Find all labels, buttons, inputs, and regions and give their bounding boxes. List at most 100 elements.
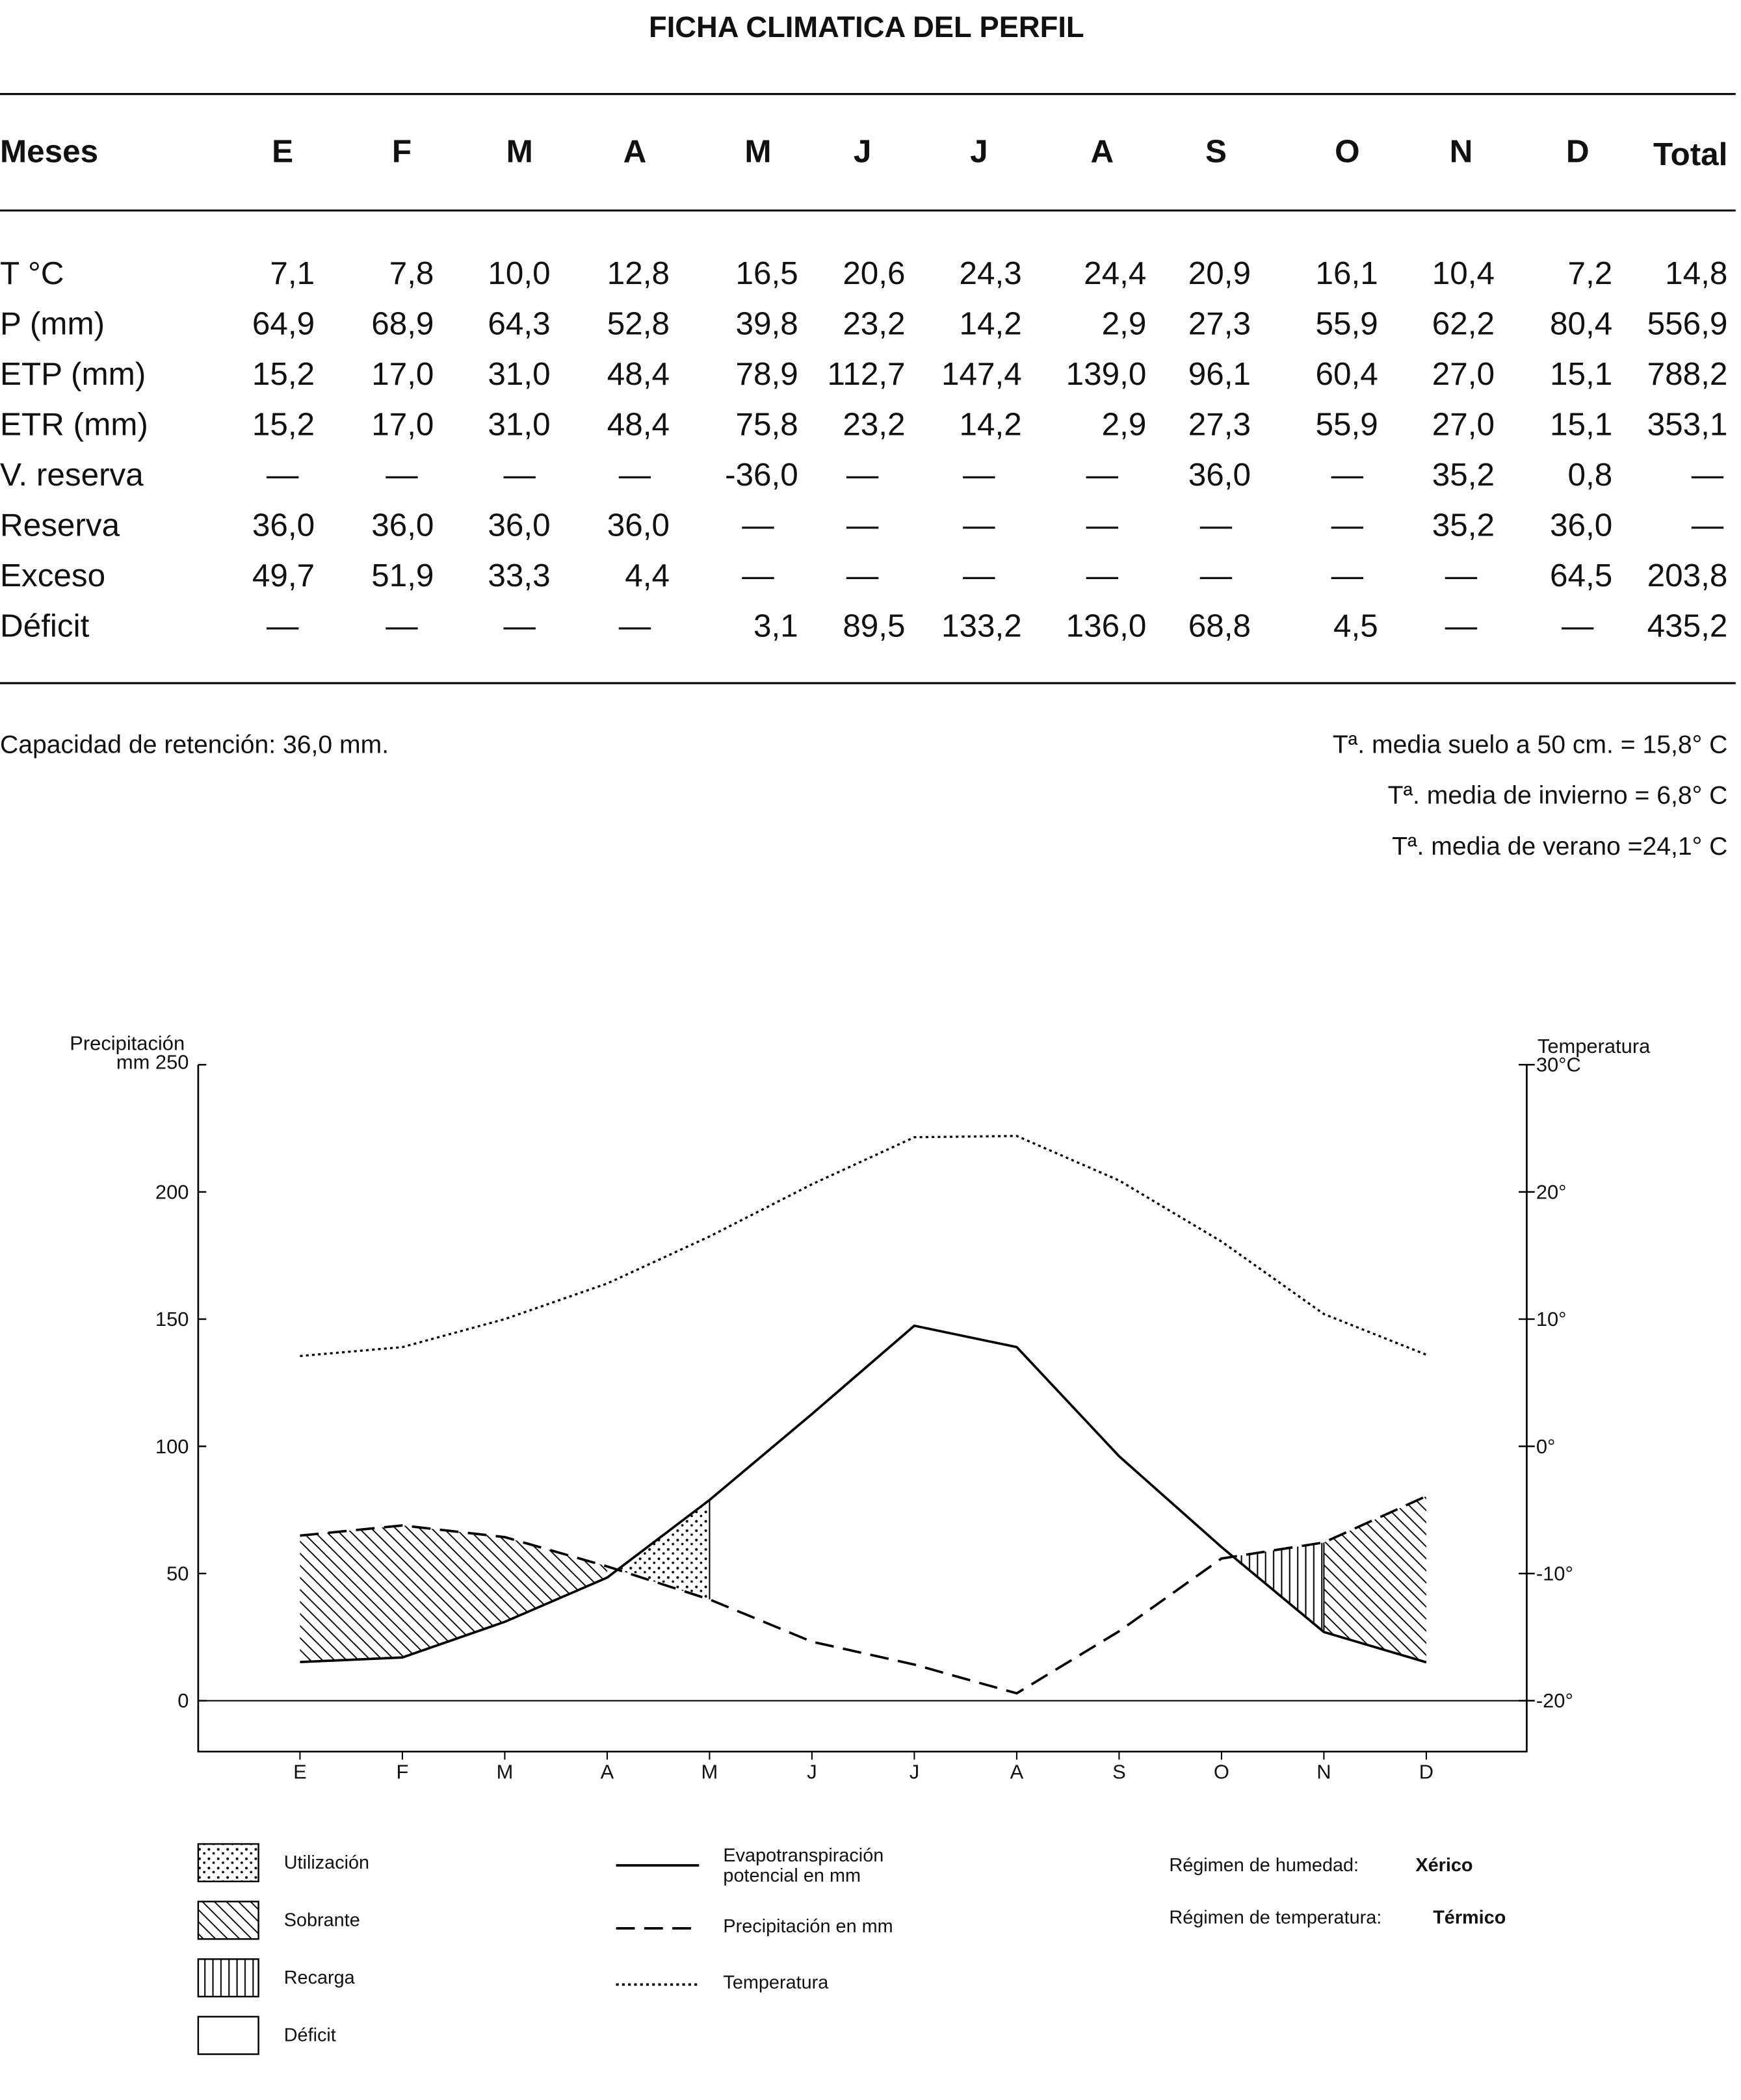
cell: — xyxy=(1445,558,1478,593)
cell: — xyxy=(963,558,995,593)
cell: 17,0 xyxy=(371,407,434,443)
column-header: A xyxy=(1091,134,1114,170)
y-tick-label: 100 xyxy=(155,1435,189,1458)
cell: 112,7 xyxy=(828,356,906,392)
plot-frame xyxy=(197,1065,1528,1753)
cell: 15,1 xyxy=(1550,407,1612,443)
cell: — xyxy=(386,608,418,643)
legend-label: Déficit xyxy=(284,2025,336,2046)
title: FICHA CLIMATICA DEL PERFIL xyxy=(649,10,1084,44)
cell: 10,4 xyxy=(1432,255,1495,291)
x-tick-label: M xyxy=(701,1760,718,1783)
cell: 20,6 xyxy=(843,255,905,291)
column-header: D xyxy=(1566,134,1590,170)
cell: — xyxy=(1086,457,1119,493)
water-balance-area xyxy=(1324,1496,1426,1663)
cell: 27,3 xyxy=(1188,306,1251,342)
legend-swatch xyxy=(197,1900,259,1940)
cell: 27,3 xyxy=(1188,407,1251,443)
cell: 78,9 xyxy=(736,356,798,392)
cell: 14,8 xyxy=(1665,255,1727,291)
cell: 20,9 xyxy=(1188,255,1251,291)
cell: 23,2 xyxy=(843,306,905,342)
regime-label: Régimen de humedad: xyxy=(1169,1855,1359,1876)
cell: 7,8 xyxy=(389,255,434,291)
cell: 435,2 xyxy=(1647,608,1728,643)
cell: — xyxy=(1331,457,1364,493)
x-tick-label: D xyxy=(1419,1760,1433,1783)
cell: 3,1 xyxy=(753,608,798,643)
cell: 36,0 xyxy=(1188,457,1251,493)
cell: — xyxy=(619,457,651,493)
column-header: J xyxy=(854,134,872,170)
legend-label: Utilización xyxy=(284,1852,369,1873)
cell: — xyxy=(963,457,995,493)
legend-label: Sobrante xyxy=(284,1910,360,1931)
note: Tª. media suelo a 50 cm. = 15,8° C xyxy=(1333,731,1728,758)
water-balance-area xyxy=(1233,1542,1324,1632)
cell: -36,0 xyxy=(725,457,798,493)
cell: 48,4 xyxy=(607,407,670,443)
water-balance-area xyxy=(402,1525,505,1658)
cell: 35,2 xyxy=(1432,507,1495,543)
cell: — xyxy=(1692,457,1724,493)
y2-tick-label: -10° xyxy=(1536,1562,1573,1585)
water-balance-area xyxy=(504,1536,607,1622)
cell: 7,2 xyxy=(1568,255,1613,291)
cell: 35,2 xyxy=(1432,457,1495,493)
cell: — xyxy=(1086,507,1119,543)
series-line xyxy=(300,1324,1427,1664)
y2-tick-label: 20° xyxy=(1536,1180,1567,1203)
legend-label: Evapotranspiración potencial en mm xyxy=(723,1845,884,1886)
cell: — xyxy=(846,507,879,543)
cell: — xyxy=(267,608,299,643)
cell: — xyxy=(1445,608,1478,643)
row-label: T °C xyxy=(0,255,64,291)
column-header: M xyxy=(744,134,771,170)
cell: 27,0 xyxy=(1432,356,1495,392)
cell: 96,1 xyxy=(1188,356,1251,392)
cell: — xyxy=(1331,558,1364,593)
cell: 49,7 xyxy=(252,558,315,593)
cell: 16,5 xyxy=(736,255,798,291)
cell: 136,0 xyxy=(1066,608,1147,643)
cell: 10,0 xyxy=(488,255,550,291)
water-balance-area xyxy=(300,1525,402,1663)
cell: — xyxy=(504,457,536,493)
cell: — xyxy=(963,507,995,543)
y2-tick-label: 30°C xyxy=(1536,1054,1581,1076)
row-label: V. reserva xyxy=(0,457,144,493)
cell: — xyxy=(1086,558,1119,593)
cell: — xyxy=(1562,608,1594,643)
column-header: Total xyxy=(1653,136,1727,172)
cell: 31,0 xyxy=(488,356,550,392)
cell: 147,4 xyxy=(941,356,1022,392)
cell: 15,1 xyxy=(1550,356,1612,392)
row-label: Reserva xyxy=(0,507,120,543)
x-tick-label: J xyxy=(910,1760,919,1783)
cell: 64,9 xyxy=(252,306,315,342)
cell: 23,2 xyxy=(843,407,905,443)
y2-tick-label: 0° xyxy=(1536,1435,1556,1458)
legend-swatch xyxy=(197,1958,259,1998)
cell: — xyxy=(1692,507,1724,543)
cell: 36,0 xyxy=(371,507,434,543)
cell: — xyxy=(742,507,774,543)
cell: 64,5 xyxy=(1550,558,1612,593)
row-label: P (mm) xyxy=(0,306,105,342)
cell: 39,8 xyxy=(736,306,798,342)
cell: 75,8 xyxy=(736,407,798,443)
x-tick-label: O xyxy=(1214,1760,1229,1783)
cell: 48,4 xyxy=(607,356,670,392)
y-tick-label: 50 xyxy=(166,1562,189,1585)
cell: 36,0 xyxy=(488,507,550,543)
cell: 4,4 xyxy=(625,558,670,593)
legend-label-box: Evapotranspiración potencial en mm xyxy=(723,1845,884,1886)
row-label: Déficit xyxy=(0,608,90,643)
x-tick-label: A xyxy=(1010,1760,1024,1783)
cell: 51,9 xyxy=(371,558,434,593)
cell: — xyxy=(504,608,536,643)
cell: 139,0 xyxy=(1066,356,1147,392)
cell: 68,9 xyxy=(371,306,434,342)
